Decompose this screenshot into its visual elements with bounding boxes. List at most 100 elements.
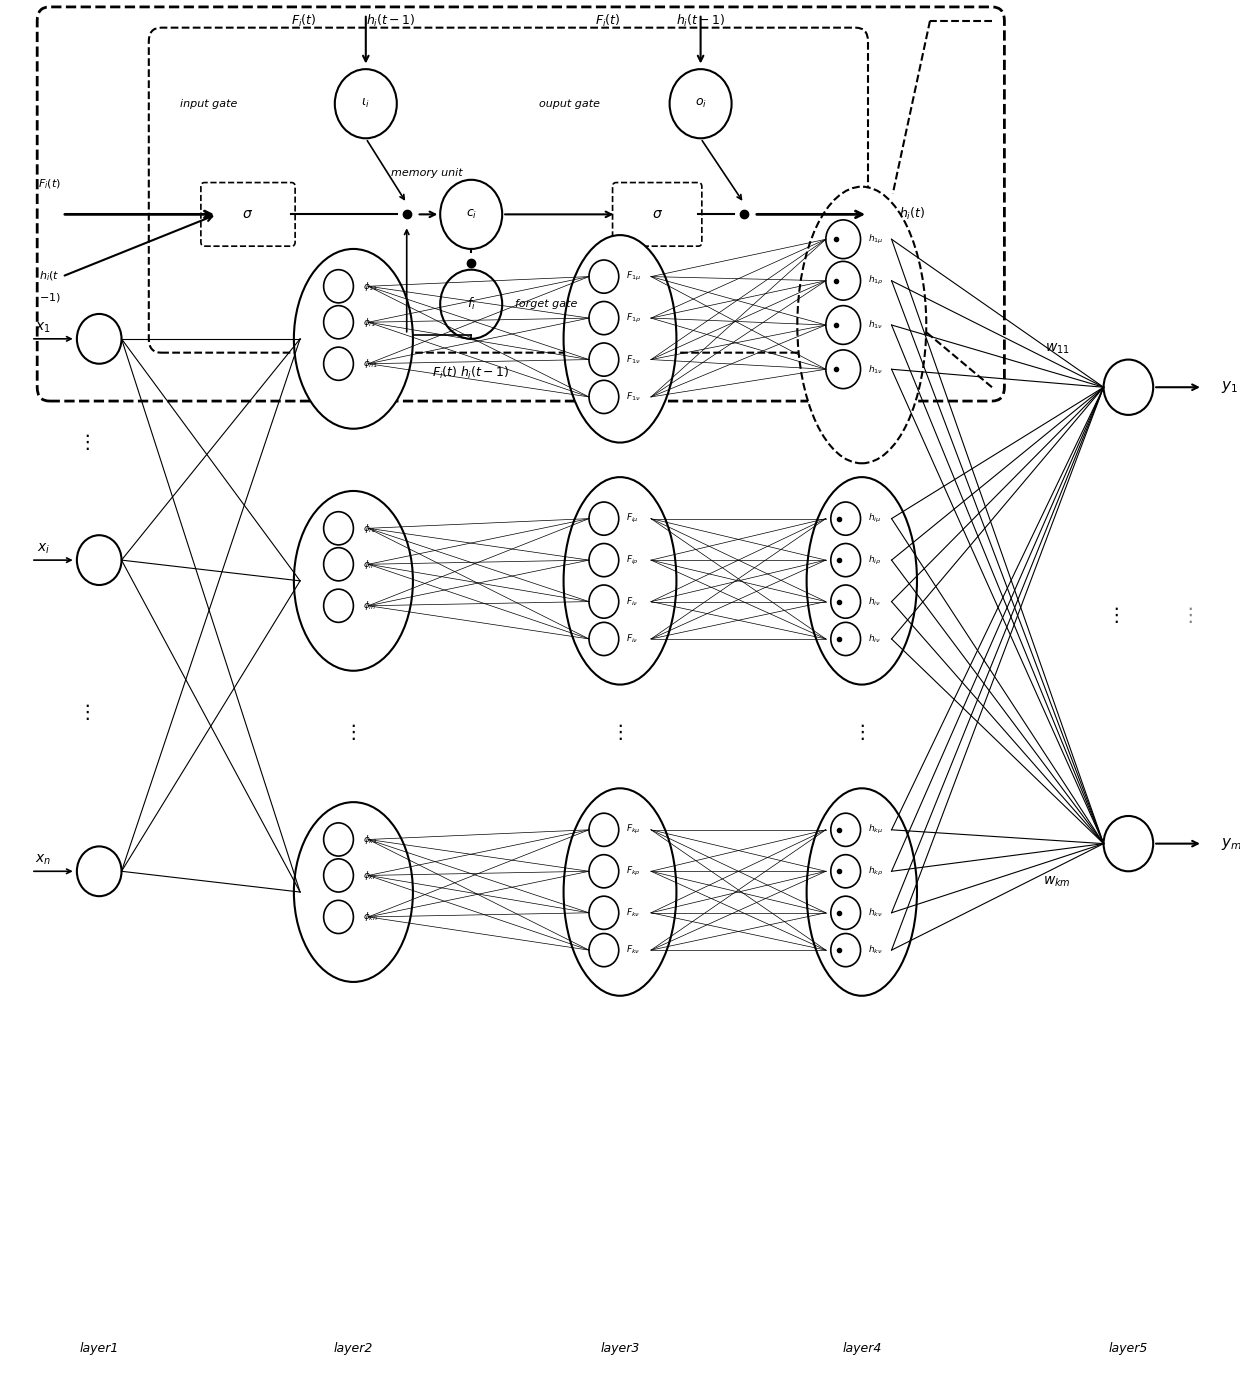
Text: $h_{k\rho}$: $h_{k\rho}$	[868, 864, 883, 878]
FancyBboxPatch shape	[201, 183, 295, 246]
Text: $F_{1\nu}$: $F_{1\nu}$	[626, 390, 641, 404]
Text: $\iota_i$: $\iota_i$	[362, 97, 370, 111]
Circle shape	[670, 69, 732, 138]
Circle shape	[589, 896, 619, 929]
Text: $f_i$: $f_i$	[466, 296, 476, 313]
Text: $\sigma$: $\sigma$	[652, 207, 662, 221]
Circle shape	[831, 813, 861, 846]
Text: ⋮: ⋮	[1106, 606, 1126, 625]
Ellipse shape	[806, 788, 918, 996]
Circle shape	[77, 314, 122, 364]
Text: $h_{1\nu}$: $h_{1\nu}$	[868, 318, 883, 332]
Text: $h_i(t$: $h_i(t$	[40, 270, 60, 284]
Text: $h_i(t-1)$: $h_i(t-1)$	[676, 12, 725, 29]
Circle shape	[831, 855, 861, 888]
Text: $F_{i\nu}$: $F_{i\nu}$	[626, 595, 639, 609]
Text: $h_i(t-1)$: $h_i(t-1)$	[366, 12, 415, 29]
Text: $\phi_{i1}$: $\phi_{i1}$	[363, 521, 377, 535]
Ellipse shape	[294, 802, 413, 982]
Circle shape	[324, 823, 353, 856]
Ellipse shape	[563, 477, 677, 685]
Text: $x_1$: $x_1$	[36, 321, 51, 335]
Circle shape	[831, 544, 861, 577]
Circle shape	[589, 502, 619, 535]
Text: $h_{k\mu}$: $h_{k\mu}$	[868, 823, 883, 837]
Text: $F_{1\nu}$: $F_{1\nu}$	[626, 353, 641, 366]
Text: $o_i$: $o_i$	[694, 97, 707, 111]
Circle shape	[831, 502, 861, 535]
Text: ⋮: ⋮	[610, 723, 630, 743]
Text: $h_{1\nu}$: $h_{1\nu}$	[868, 362, 883, 376]
Circle shape	[826, 261, 861, 300]
Circle shape	[1104, 816, 1153, 871]
Text: $F_{1\rho}$: $F_{1\rho}$	[626, 311, 641, 325]
Text: ⋮: ⋮	[77, 703, 97, 722]
Text: layer2: layer2	[334, 1342, 373, 1355]
Text: $\boldsymbol{y_1}$: $\boldsymbol{y_1}$	[1221, 379, 1239, 396]
Text: $\phi_{in}$: $\phi_{in}$	[363, 599, 377, 613]
Text: $F_i(t)$: $F_i(t)$	[595, 12, 620, 29]
Circle shape	[826, 306, 861, 344]
Text: $F_{1\mu}$: $F_{1\mu}$	[626, 270, 641, 284]
Ellipse shape	[797, 187, 926, 463]
Circle shape	[589, 622, 619, 656]
Text: $x_i$: $x_i$	[37, 542, 50, 556]
Text: $F_{k\mu}$: $F_{k\mu}$	[626, 823, 641, 837]
Text: $\phi_{i1}$: $\phi_{i1}$	[363, 315, 377, 329]
FancyBboxPatch shape	[613, 183, 702, 246]
Text: layer3: layer3	[600, 1342, 640, 1355]
Text: $h_{i\nu}$: $h_{i\nu}$	[868, 595, 880, 609]
Circle shape	[324, 512, 353, 545]
Circle shape	[589, 301, 619, 335]
Text: $y_m$: $y_m$	[1221, 835, 1240, 852]
Circle shape	[440, 180, 502, 249]
Text: $F_{i\mu}$: $F_{i\mu}$	[626, 512, 639, 526]
Circle shape	[324, 306, 353, 339]
Text: layer4: layer4	[842, 1342, 882, 1355]
Circle shape	[324, 270, 353, 303]
Text: ⋮: ⋮	[852, 723, 872, 743]
Text: ⋮: ⋮	[343, 723, 363, 743]
Ellipse shape	[294, 491, 413, 671]
Circle shape	[589, 544, 619, 577]
Text: $c_i$: $c_i$	[465, 207, 477, 221]
Text: $h_{i\rho}$: $h_{i\rho}$	[868, 553, 882, 567]
Circle shape	[335, 69, 397, 138]
Text: $\phi_{kn}$: $\phi_{kn}$	[363, 910, 378, 924]
Text: $h_{1\rho}$: $h_{1\rho}$	[868, 274, 884, 288]
Text: memory unit: memory unit	[391, 167, 463, 178]
Text: layer1: layer1	[79, 1342, 119, 1355]
Circle shape	[324, 347, 353, 380]
Text: $\phi_{ki}$: $\phi_{ki}$	[363, 869, 377, 882]
Circle shape	[831, 934, 861, 967]
Text: $-1)$: $-1)$	[38, 290, 61, 304]
Text: $\phi_{ii}$: $\phi_{ii}$	[363, 557, 374, 571]
Circle shape	[826, 220, 861, 259]
Circle shape	[589, 380, 619, 414]
Text: $h_i(t)$: $h_i(t)$	[899, 206, 925, 223]
Text: $\phi_{11}$: $\phi_{11}$	[363, 279, 378, 293]
Text: $F_{k\rho}$: $F_{k\rho}$	[626, 864, 641, 878]
Circle shape	[1104, 360, 1153, 415]
Circle shape	[831, 585, 861, 618]
Circle shape	[589, 934, 619, 967]
Text: layer5: layer5	[1109, 1342, 1148, 1355]
Text: $F_{i\rho}$: $F_{i\rho}$	[626, 553, 639, 567]
Text: ⋮: ⋮	[77, 433, 97, 452]
Text: $h_{k\nu}$: $h_{k\nu}$	[868, 943, 883, 957]
Text: $F_i(t)$: $F_i(t)$	[291, 12, 316, 29]
Text: input gate: input gate	[180, 98, 237, 109]
Text: ⋮: ⋮	[1180, 606, 1200, 625]
Text: $h_{k\nu}$: $h_{k\nu}$	[868, 906, 883, 920]
Text: $F_{k\nu}$: $F_{k\nu}$	[626, 906, 640, 920]
Text: $w_{km}$: $w_{km}$	[1043, 874, 1071, 889]
Circle shape	[831, 896, 861, 929]
Text: $h_{1\mu}$: $h_{1\mu}$	[868, 232, 883, 246]
Text: $\sigma$: $\sigma$	[243, 207, 253, 221]
Circle shape	[589, 260, 619, 293]
Text: forget gate: forget gate	[515, 299, 577, 310]
Circle shape	[324, 900, 353, 934]
Circle shape	[440, 270, 502, 339]
Text: $h_{i\nu}$: $h_{i\nu}$	[868, 632, 880, 646]
Circle shape	[589, 343, 619, 376]
